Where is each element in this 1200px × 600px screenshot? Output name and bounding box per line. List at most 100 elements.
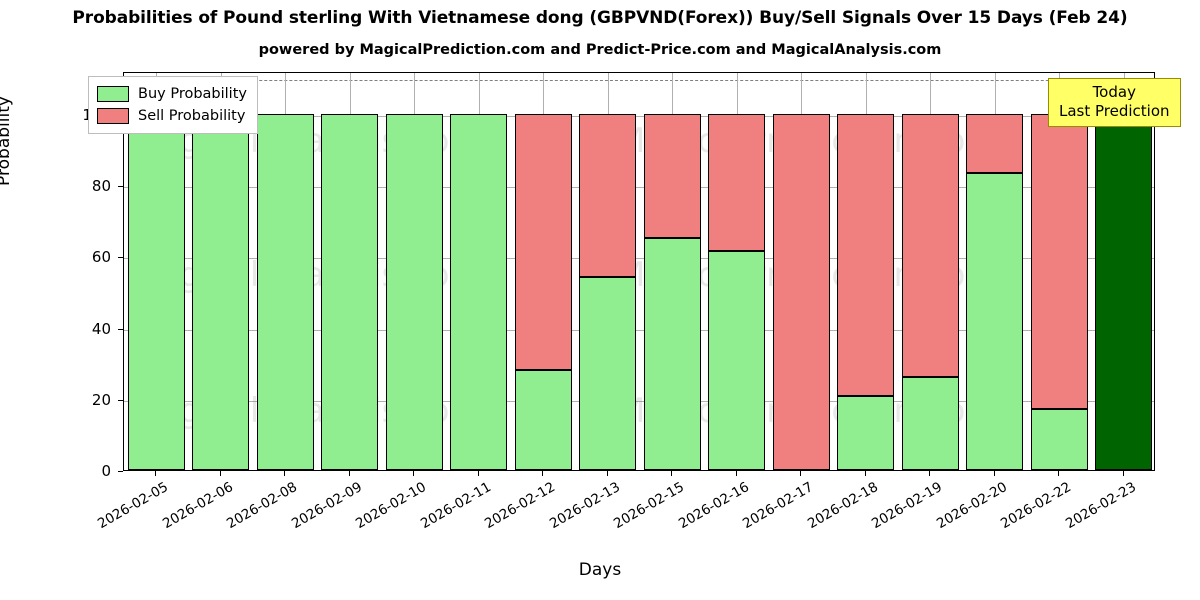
x-axis-tick-mark <box>219 471 221 476</box>
legend-label-sell: Sell Probability <box>138 108 246 124</box>
x-axis-tick-label: 2026-02-23 <box>1062 479 1139 533</box>
x-axis-tick-mark <box>1122 471 1124 476</box>
y-axis-tick-mark <box>118 471 123 472</box>
bar-segment-buy[interactable] <box>708 250 766 470</box>
x-axis-tick-mark <box>348 471 350 476</box>
gridline-horizontal <box>124 329 1154 331</box>
legend-item-sell[interactable]: Sell Probability <box>97 105 247 127</box>
y-axis-tick-label: 0 <box>101 462 111 480</box>
bar-segment-sell[interactable] <box>708 113 766 251</box>
x-axis-tick-mark <box>929 471 931 476</box>
bar-group[interactable] <box>837 73 895 470</box>
x-axis-tick-mark <box>284 471 286 476</box>
bar-group[interactable] <box>514 73 572 470</box>
bar-group[interactable] <box>966 73 1024 470</box>
bars-layer <box>124 73 1154 470</box>
bar-group[interactable] <box>1030 73 1088 470</box>
gridline-horizontal <box>124 115 1154 117</box>
bar-group[interactable] <box>192 73 250 470</box>
x-axis-tick-label: 2026-02-15 <box>611 479 688 533</box>
bar-segment-sell[interactable] <box>514 113 572 371</box>
x-axis-tick-label: 2026-02-11 <box>417 479 494 533</box>
x-axis-tick-mark <box>477 471 479 476</box>
chart-subtitle: powered by MagicalPrediction.com and Pre… <box>258 42 942 58</box>
bar-segment-sell[interactable] <box>1030 113 1088 409</box>
bar-segment-buy[interactable] <box>1030 408 1088 470</box>
bar-group[interactable] <box>901 73 959 470</box>
bar-group[interactable] <box>772 73 830 470</box>
x-axis-tick-label: 2026-02-12 <box>482 479 559 533</box>
chart-legend: Buy Probability Sell Probability <box>88 76 258 134</box>
x-axis-tick-label: 2026-02-16 <box>675 479 752 533</box>
x-axis-tick-mark <box>735 471 737 476</box>
bar-segment-buy[interactable] <box>901 377 959 470</box>
reference-dashed-line <box>124 80 1154 82</box>
legend-swatch-sell <box>97 108 129 124</box>
bar-segment-buy[interactable] <box>966 172 1024 470</box>
x-axis-tick-mark <box>542 471 544 476</box>
plot-clip: MagicalAnalysis.comMagicalPrediction.com… <box>124 73 1154 470</box>
bar-group[interactable] <box>643 73 701 470</box>
bar-group[interactable] <box>1095 73 1153 470</box>
bar-segment-buy[interactable] <box>321 113 379 470</box>
bar-group[interactable] <box>708 73 766 470</box>
y-axis-tick-mark <box>118 186 123 187</box>
legend-item-buy[interactable]: Buy Probability <box>97 83 247 105</box>
chart-title: Probabilities of Pound sterling With Vie… <box>72 8 1128 28</box>
x-axis-tick-label: 2026-02-10 <box>353 479 430 533</box>
legend-label-buy: Buy Probability <box>138 86 247 102</box>
y-axis-tick-mark <box>118 328 123 330</box>
x-axis-tick-mark <box>864 471 866 476</box>
x-axis-tick-mark <box>155 471 157 476</box>
gridline-horizontal <box>124 258 1154 260</box>
x-axis-tick-label: 2026-02-06 <box>159 479 236 533</box>
y-axis-tick-mark <box>118 399 123 401</box>
bar-segment-buy[interactable] <box>643 238 701 470</box>
bar-segment-buy[interactable] <box>514 370 572 470</box>
legend-swatch-buy <box>97 86 129 102</box>
bar-segment-sell[interactable] <box>837 113 895 397</box>
x-axis-tick-mark <box>800 471 802 476</box>
x-axis-tick-label: 2026-02-05 <box>95 479 172 533</box>
bar-segment-sell[interactable] <box>772 113 830 470</box>
bar-group[interactable] <box>127 73 185 470</box>
bar-segment-sell[interactable] <box>643 113 701 239</box>
bar-segment-buy[interactable] <box>837 396 895 470</box>
y-axis-tick-label: 60 <box>91 248 111 267</box>
x-axis-tick-mark <box>1058 471 1060 476</box>
today-annotation-line2: Last Prediction <box>1059 102 1170 120</box>
x-axis-tick-label: 2026-02-17 <box>740 479 817 533</box>
bar-segment-sell[interactable] <box>901 113 959 378</box>
gridline-horizontal <box>124 187 1154 188</box>
bar-segment-sell[interactable] <box>966 113 1024 173</box>
bar-segment-buy[interactable] <box>192 113 250 470</box>
x-axis-tick-label: 2026-02-13 <box>546 479 623 533</box>
bar-group[interactable] <box>385 73 443 470</box>
x-axis-tick-mark <box>993 471 995 476</box>
x-axis-tick-label: 2026-02-19 <box>869 479 946 533</box>
y-axis-tick-label: 20 <box>91 390 111 409</box>
x-axis-tick-mark <box>671 471 673 476</box>
plot-area: MagicalAnalysis.comMagicalPrediction.com… <box>123 72 1155 471</box>
y-axis-label: Probability <box>0 96 14 186</box>
y-axis-tick-label: 40 <box>91 319 111 338</box>
bar-segment-today[interactable] <box>1095 113 1153 470</box>
x-axis-label: Days <box>578 560 622 580</box>
x-axis-tick-mark <box>606 471 608 476</box>
bar-segment-buy[interactable] <box>385 113 443 470</box>
x-axis-tick-label: 2026-02-09 <box>288 479 365 533</box>
x-axis-tick-label: 2026-02-08 <box>224 479 301 533</box>
bar-segment-buy[interactable] <box>579 276 637 470</box>
bar-segment-buy[interactable] <box>450 113 508 470</box>
x-axis-tick-label: 2026-02-18 <box>804 479 881 533</box>
bar-group[interactable] <box>321 73 379 470</box>
y-axis-tick-label: 80 <box>91 177 111 195</box>
bar-group[interactable] <box>579 73 637 470</box>
bar-segment-buy[interactable] <box>127 113 185 470</box>
bar-group[interactable] <box>256 73 314 470</box>
x-axis-tick-mark <box>413 471 415 476</box>
bar-segment-sell[interactable] <box>579 113 637 277</box>
bar-segment-buy[interactable] <box>256 113 314 470</box>
bar-group[interactable] <box>450 73 508 470</box>
